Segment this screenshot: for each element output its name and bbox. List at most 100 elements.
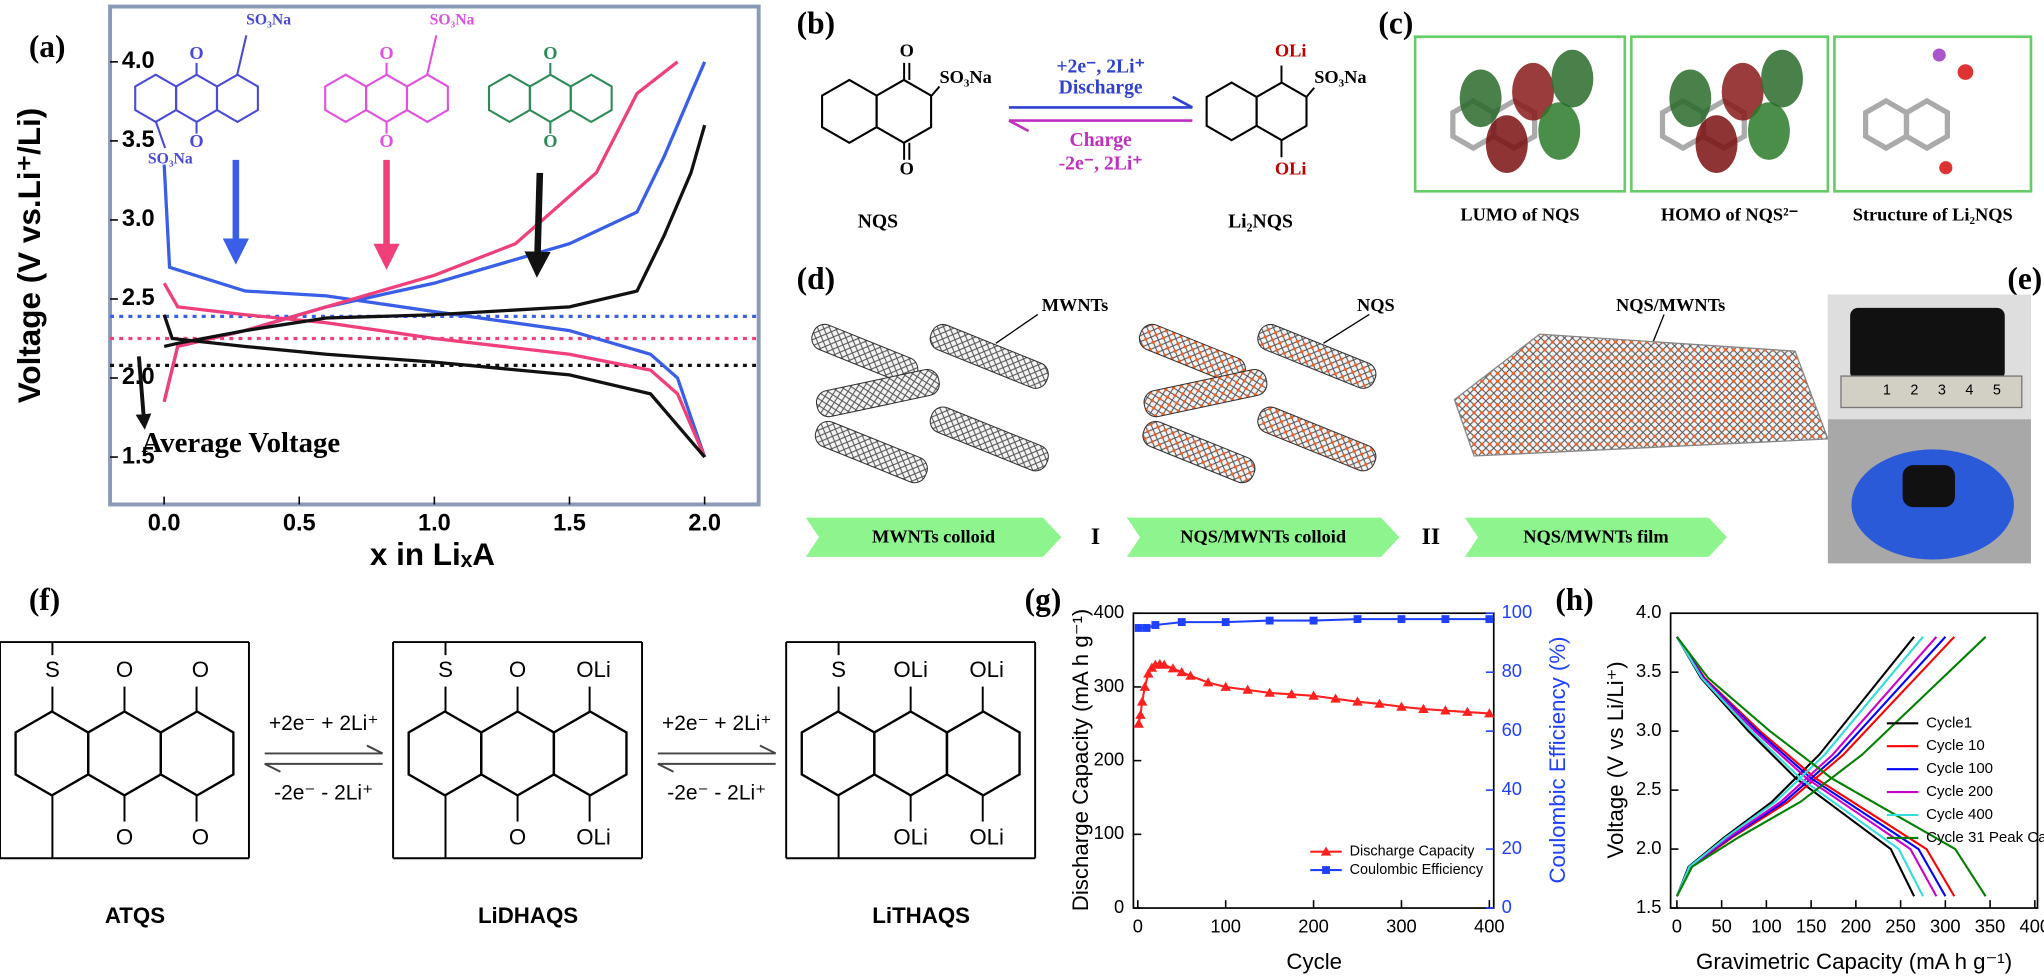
legend-marker (1320, 846, 1332, 856)
series-line (162, 60, 679, 403)
atom-label: OLi (893, 657, 928, 682)
series-line (162, 164, 707, 458)
leader-line (1323, 313, 1370, 344)
leader-line (995, 313, 1039, 344)
orbital-lobe (1761, 49, 1803, 108)
figure-body: (a) (b) (c) (d) (e) (f) (g) (h) 0.0 0.5 1.0 1.5 2.0 1… (0, 4, 2044, 974)
orbital-lobe (1551, 49, 1594, 108)
point (1142, 624, 1151, 632)
atom (1957, 64, 1974, 80)
orbital-lobe (1721, 62, 1764, 121)
nanotube (1142, 420, 1256, 484)
series-line (1675, 636, 1987, 897)
atom-label: OLi (893, 824, 928, 849)
y2-tick-label: 80 (1502, 660, 1522, 681)
legend-label: Cycle1 (1926, 714, 1972, 731)
film-sample (1902, 465, 1955, 508)
compound-name: LiTHAQS (872, 903, 970, 928)
ring (480, 710, 556, 797)
point (1176, 666, 1187, 677)
label: NQS (858, 210, 898, 232)
atom-label: OLi (969, 657, 1004, 682)
ruler-number: 2 (1910, 382, 1918, 398)
panel-label: (b) (797, 5, 835, 40)
point (1135, 709, 1146, 719)
x-tick-label: 100 (1751, 916, 1782, 937)
reaction-arrow (759, 744, 777, 755)
point (1330, 693, 1341, 703)
point (1397, 615, 1406, 624)
step-numeral: II (1422, 524, 1440, 550)
legend-label: Cycle 100 (1926, 760, 1993, 777)
y-tick-label: 200 (1094, 748, 1125, 769)
atom-label: OLi (576, 824, 611, 849)
nanotube (929, 323, 1049, 389)
point (1158, 659, 1170, 669)
reaction-label: +2e⁻ + 2Li⁺ (269, 712, 379, 735)
x-tick-label: 0.0 (148, 509, 181, 535)
ring (1903, 97, 1950, 152)
x-axis-label: x in LiₓA (370, 537, 495, 572)
structure-label: O (543, 131, 557, 151)
x-tick-label: 150 (1796, 916, 1827, 937)
orbital-lobe (1538, 102, 1581, 160)
panel-label: (f) (29, 582, 60, 617)
orbital-lobe (1669, 69, 1712, 128)
y-tick-label: 2.0 (1636, 837, 1661, 858)
atom-label: O (509, 657, 526, 682)
atom-label: O (192, 657, 209, 682)
x-tick-label: 250 (1885, 916, 1916, 937)
ruler-number: 5 (1993, 382, 2001, 398)
nanotube (1257, 323, 1377, 389)
legend-label: Cycle 31 Peak Capacity (1926, 829, 2044, 846)
y-tick-label: 4.0 (1636, 601, 1661, 622)
label: NQS/MWNTs (1616, 295, 1725, 315)
y2-tick-label: 0 (1502, 896, 1512, 917)
series-line (163, 124, 707, 349)
ruler (1840, 375, 2023, 409)
structure-label: SO₃Na (246, 12, 291, 29)
x-tick-label: 300 (1386, 916, 1417, 937)
ring (87, 710, 162, 797)
legend-label: Cycle 10 (1926, 737, 1985, 754)
point (1462, 706, 1473, 716)
caption: HOMO of NQS²⁻ (1661, 204, 1798, 224)
atom-label: S (45, 657, 60, 682)
label: O (900, 159, 914, 179)
orbital-lobe (1695, 115, 1738, 173)
y2-tick-label: 20 (1502, 837, 1522, 858)
y-tick-label: 300 (1094, 675, 1125, 696)
plot-frame (1669, 612, 2039, 909)
label: +2e⁻, 2Li⁺ (1056, 56, 1145, 78)
y-tick-label: 4.0 (122, 47, 155, 73)
step-arrow (805, 517, 1062, 557)
ring (569, 73, 613, 124)
x-tick-label: 300 (1930, 916, 1961, 937)
point (1143, 668, 1154, 678)
orbital-lobe (1512, 62, 1555, 121)
ring (324, 73, 368, 124)
orbital-lobe (1459, 69, 1502, 128)
atom-label: OLi (576, 657, 611, 682)
y-tick-label: 0 (1114, 896, 1124, 917)
point (1134, 624, 1143, 632)
nanotube (1143, 369, 1268, 418)
ring (875, 78, 933, 145)
y2-tick-label: 100 (1502, 601, 1533, 622)
ring (175, 73, 219, 124)
film (1453, 333, 1829, 457)
panel-label: (a) (29, 29, 66, 64)
y2-axis-label: Coulombic Efficiency (%) (1545, 636, 1570, 883)
x-axis-label: Cycle (1286, 949, 1342, 974)
y-tick-label: 1.5 (1636, 896, 1661, 917)
panel-label: (d) (797, 261, 835, 296)
series-line (162, 61, 707, 403)
y-tick-label: 400 (1094, 601, 1125, 622)
structure-label: O (379, 131, 393, 151)
point (1286, 689, 1297, 699)
point (1396, 701, 1407, 711)
ring (821, 78, 878, 145)
point (1264, 687, 1275, 697)
nanotube (815, 369, 940, 418)
